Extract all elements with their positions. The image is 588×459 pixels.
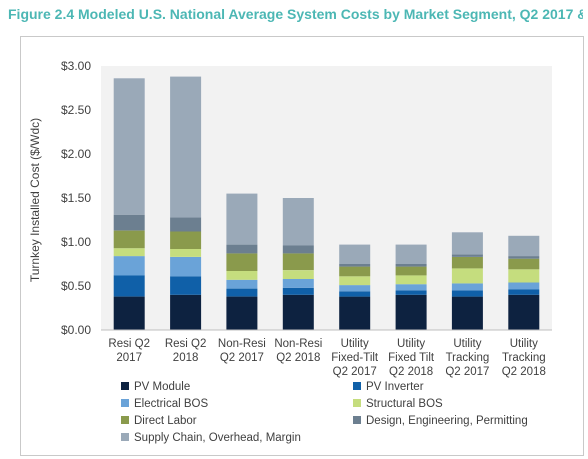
bar-segment (282, 245, 314, 254)
bar-segment (451, 296, 483, 330)
bar-segment (226, 271, 258, 280)
bar-segment (395, 244, 427, 264)
bar-segment (226, 193, 258, 245)
y-tick-label: $1.00 (61, 235, 91, 249)
legend-label: Design, Engineering, Permitting (366, 415, 528, 427)
bar-segment (508, 289, 540, 295)
legend-label: Direct Labor (134, 415, 197, 427)
bar-segment (282, 253, 314, 271)
bar-segment (282, 287, 314, 295)
legend-item: Design, Engineering, Permitting (353, 415, 528, 427)
plot-area (101, 66, 552, 330)
legend-swatch (121, 416, 129, 424)
x-tick-label: Non-Resi Q2 2017 (218, 338, 266, 364)
x-tick-label: Utility Tracking Q2 2018 (502, 338, 546, 378)
bar-segment (395, 264, 427, 267)
bar-segment (508, 235, 540, 256)
bar-segment (226, 296, 258, 330)
bar-segment (113, 214, 145, 231)
legend-label: PV Inverter (366, 381, 424, 393)
legend-swatch (353, 382, 361, 390)
bar-segment (339, 266, 371, 277)
bar-segment (395, 284, 427, 291)
x-tick-label: Utility Tracking Q2 2017 (445, 338, 489, 378)
bar-segment (170, 276, 202, 295)
bar-segment (339, 276, 371, 286)
bar-segment (339, 264, 371, 267)
bar-segment (508, 256, 540, 259)
legend-label: Supply Chain, Overhead, Margin (134, 432, 301, 444)
bar-segment (508, 294, 540, 330)
bar-segment (395, 290, 427, 295)
bar-segment (113, 78, 145, 215)
bar-segment (170, 249, 202, 257)
bar-segment (395, 266, 427, 276)
legend-item: Direct Labor (121, 415, 197, 427)
bar-segment (339, 244, 371, 264)
y-tick-label: $0.50 (61, 279, 91, 293)
legend-swatch (121, 433, 129, 441)
bar-segment (451, 268, 483, 284)
bar-segment (170, 231, 202, 249)
bar-segment (226, 244, 258, 254)
bar-segment (170, 76, 202, 218)
bar-segment (226, 253, 258, 271)
x-tick-label: Utility Fixed-Tilt Q2 2017 (331, 338, 379, 378)
x-tick-label: Utility Fixed Tilt Q2 2018 (388, 338, 435, 378)
bar-segment (113, 230, 145, 249)
bar-segment (226, 288, 258, 297)
bar-segment (170, 257, 202, 277)
bar-segment (451, 290, 483, 297)
x-tick-label: Non-Resi Q2 2018 (274, 338, 322, 364)
bar-segment (339, 296, 371, 330)
legend-label: PV Module (134, 381, 190, 393)
legend-swatch (121, 382, 129, 390)
bar-segment (170, 294, 202, 330)
bar-segment (508, 269, 540, 283)
legend-swatch (121, 399, 129, 407)
y-tick-label: $0.00 (61, 323, 91, 337)
legend-swatch (353, 399, 361, 407)
legend-label: Electrical BOS (134, 398, 208, 410)
legend-item: Supply Chain, Overhead, Margin (121, 432, 301, 444)
bar-segment (282, 294, 314, 330)
bar-segment (282, 270, 314, 279)
y-tick-label: $2.50 (61, 103, 91, 117)
y-tick-label: $1.50 (61, 191, 91, 205)
bar-segment (508, 258, 540, 270)
bar-segment (339, 291, 371, 297)
bar-segment (451, 232, 483, 255)
bar-segment (451, 283, 483, 291)
bar-segment (339, 285, 371, 292)
bar-segment (282, 279, 314, 288)
y-tick-label: $2.00 (61, 147, 91, 161)
bar-segment (508, 282, 540, 290)
legend-label: Structural BOS (366, 398, 443, 410)
x-tick-label: Resi Q2 2017 (108, 338, 150, 364)
bar-segment (170, 217, 202, 232)
bar-segment (113, 296, 145, 330)
bar-segment (451, 257, 483, 269)
bar-segment (113, 248, 145, 257)
legend-item: Structural BOS (353, 398, 443, 410)
x-tick-label: Resi Q2 2018 (165, 338, 207, 364)
bar-segment (113, 275, 145, 297)
bar-segment (395, 275, 427, 285)
y-tick-label: $3.00 (61, 59, 91, 73)
chart-title: Figure 2.4 Modeled U.S. National Average… (8, 6, 583, 22)
bar-segment (282, 198, 314, 246)
legend-item: Electrical BOS (121, 398, 208, 410)
legend-item: PV Inverter (353, 381, 424, 393)
y-axis-label: Turnkey Installed Cost ($/Wdc) (28, 118, 42, 282)
bar-segment (226, 279, 258, 289)
bar-segment (113, 256, 145, 276)
legend-item: PV Module (121, 381, 190, 393)
legend-swatch (353, 416, 361, 424)
bar-segment (451, 254, 483, 257)
bar-segment (395, 294, 427, 330)
